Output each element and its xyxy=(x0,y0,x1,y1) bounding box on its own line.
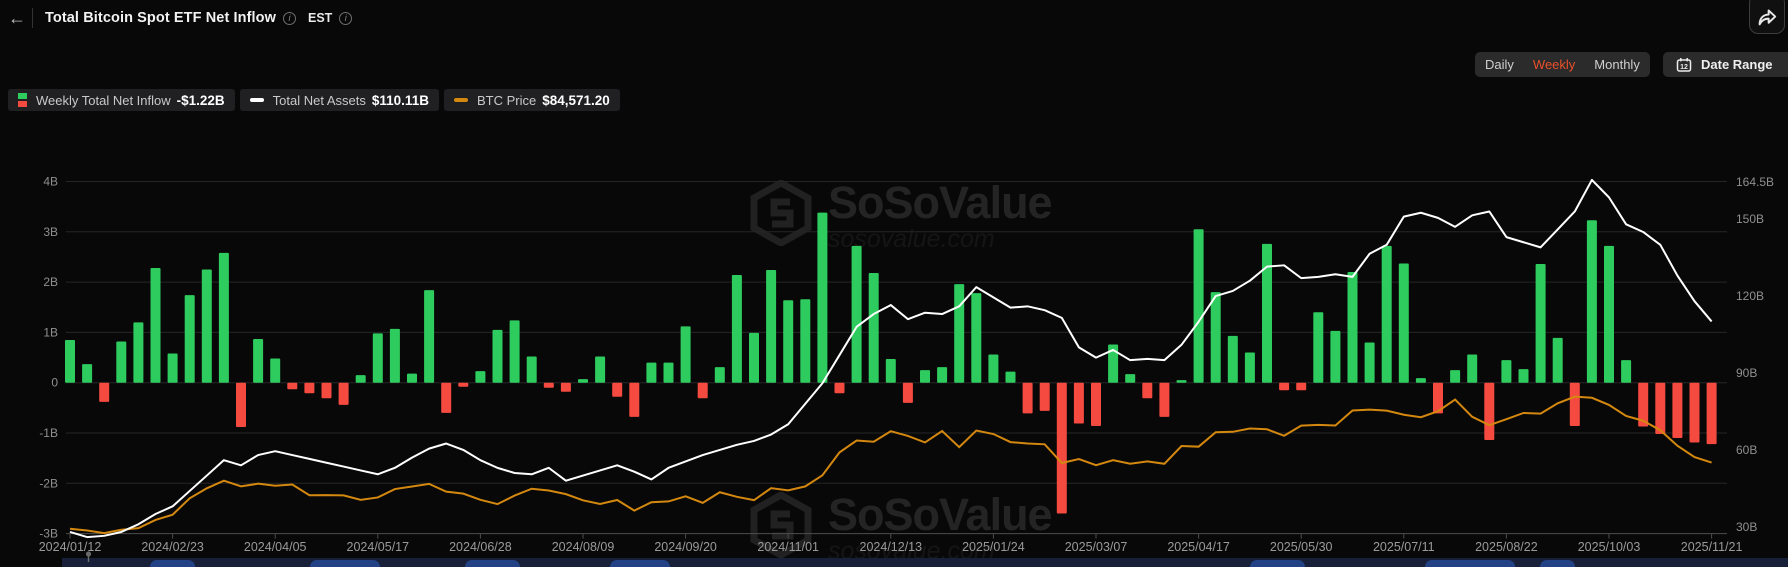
svg-text:-2B: -2B xyxy=(39,476,58,490)
svg-text:2024/09/20: 2024/09/20 xyxy=(654,540,717,554)
tab-daily[interactable]: Daily xyxy=(1485,57,1514,72)
svg-text:-1B: -1B xyxy=(39,426,58,440)
legend-label: Total Net Assets xyxy=(272,92,366,108)
svg-text:2024/12/13: 2024/12/13 xyxy=(860,540,923,554)
share-icon xyxy=(1758,9,1777,26)
bar-swatch-icon xyxy=(18,92,27,108)
svg-text:2024/02/23: 2024/02/23 xyxy=(141,540,204,554)
svg-text:120B: 120B xyxy=(1736,289,1764,303)
svg-text:2024/05/17: 2024/05/17 xyxy=(347,540,410,554)
legend-item-net-assets[interactable]: Total Net Assets $110.11B xyxy=(239,89,439,111)
svg-text:2025/11/21: 2025/11/21 xyxy=(1681,540,1743,554)
panel-blob xyxy=(150,560,195,567)
svg-text:2024/11/01: 2024/11/01 xyxy=(757,540,819,554)
svg-text:2024/01/12: 2024/01/12 xyxy=(39,540,102,554)
svg-text:2025/03/07: 2025/03/07 xyxy=(1065,540,1128,554)
inflow-bars xyxy=(65,212,1717,514)
svg-text:2025/01/24: 2025/01/24 xyxy=(962,540,1025,554)
legend-label: BTC Price xyxy=(476,92,537,108)
svg-text:60B: 60B xyxy=(1736,443,1757,457)
panel-blob xyxy=(1425,560,1515,567)
left-axis-labels: 4B 3B 2B 1B 0 -1B -2B -3B xyxy=(39,175,58,541)
panel-blob xyxy=(465,560,520,567)
legend-label: Weekly Total Net Inflow xyxy=(36,92,171,108)
date-range-button[interactable]: 12 Date Range xyxy=(1663,52,1788,77)
svg-text:150B: 150B xyxy=(1736,212,1764,226)
legend-value: -$1.22B xyxy=(176,92,225,108)
back-button[interactable]: ← xyxy=(4,5,30,31)
svg-text:2024/04/05: 2024/04/05 xyxy=(244,540,307,554)
title-info-icon[interactable]: i xyxy=(282,11,296,25)
gridlines xyxy=(66,181,1727,535)
pin-icon xyxy=(85,551,92,562)
panel-blob xyxy=(1540,560,1575,567)
svg-text:12: 12 xyxy=(1680,64,1688,71)
panel-blob xyxy=(310,560,380,567)
tab-monthly[interactable]: Monthly xyxy=(1594,57,1640,72)
svg-text:90B: 90B xyxy=(1736,366,1757,380)
panel-blob xyxy=(610,560,670,567)
btc-price-line xyxy=(69,395,1712,535)
svg-text:2024/08/09: 2024/08/09 xyxy=(552,540,615,554)
svg-text:30B: 30B xyxy=(1736,520,1757,534)
date-range-label: Date Range xyxy=(1701,57,1773,72)
chart-legend: Weekly Total Net Inflow -$1.22B Total Ne… xyxy=(8,89,620,111)
svg-text:2025/05/30: 2025/05/30 xyxy=(1270,540,1333,554)
header: ← Total Bitcoin Spot ETF Net Inflow i ES… xyxy=(0,0,1788,36)
bottom-panel-clipped xyxy=(62,558,1788,567)
timezone-info-icon[interactable]: i xyxy=(339,11,353,25)
panel-blob xyxy=(1250,560,1305,567)
svg-text:2025/07/11: 2025/07/11 xyxy=(1373,540,1435,554)
net-assets-line xyxy=(69,178,1713,539)
tab-weekly[interactable]: Weekly xyxy=(1532,57,1576,72)
range-segmented-control: Daily Weekly Monthly xyxy=(1475,52,1650,77)
svg-text:0: 0 xyxy=(51,376,58,390)
svg-text:3B: 3B xyxy=(43,225,58,239)
share-button[interactable] xyxy=(1749,0,1785,34)
svg-text:2024/06/28: 2024/06/28 xyxy=(449,540,512,554)
svg-text:164.5B: 164.5B xyxy=(1736,175,1774,189)
svg-text:2025/04/17: 2025/04/17 xyxy=(1167,540,1230,554)
svg-text:2025/08/22: 2025/08/22 xyxy=(1475,540,1538,554)
legend-value: $110.11B xyxy=(371,92,429,108)
legend-value: $84,571.20 xyxy=(542,92,610,108)
line-swatch-icon xyxy=(453,98,468,102)
right-axis-labels: 164.5B 150B 120B 90B 60B 30B xyxy=(1736,175,1774,534)
x-axis-labels: 2024/01/12 2024/02/23 2024/04/05 2024/05/17… xyxy=(39,533,1743,554)
svg-text:4B: 4B xyxy=(43,175,58,189)
legend-item-net-inflow[interactable]: Weekly Total Net Inflow -$1.22B xyxy=(8,89,235,111)
page-title: Total Bitcoin Spot ETF Net Inflow xyxy=(45,10,276,26)
calendar-icon: 12 xyxy=(1676,57,1692,72)
timezone-label: EST xyxy=(307,11,333,25)
svg-text:2B: 2B xyxy=(43,275,58,289)
header-divider xyxy=(32,8,33,28)
legend-item-btc-price[interactable]: BTC Price $84,571.20 xyxy=(443,89,620,111)
line-swatch-icon xyxy=(249,98,264,102)
svg-text:-3B: -3B xyxy=(39,527,58,541)
svg-text:1B: 1B xyxy=(43,325,58,339)
svg-text:2025/10/03: 2025/10/03 xyxy=(1578,540,1641,554)
